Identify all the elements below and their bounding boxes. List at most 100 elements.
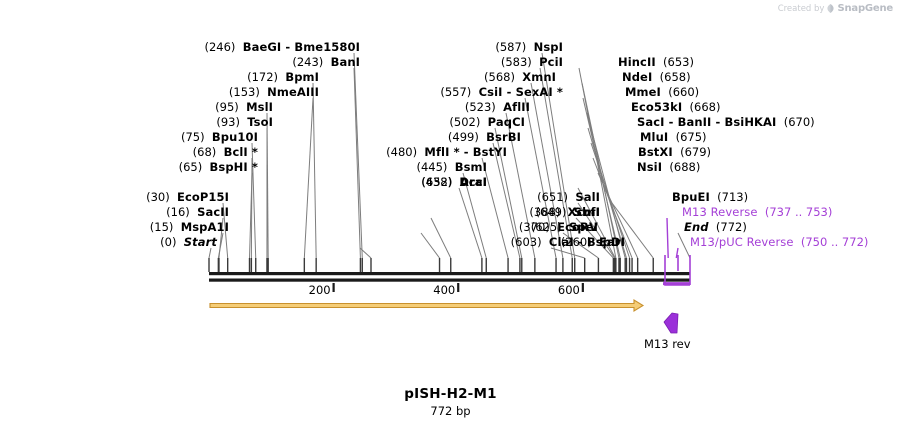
site-name: Bpu10I	[211, 130, 258, 144]
restriction-site-label: (153) NmeAIII	[229, 86, 319, 99]
restriction-site-label: M13 Reverse (737 .. 753)	[682, 206, 832, 219]
label-leader-line	[462, 172, 487, 259]
label-leader-line	[597, 172, 639, 259]
label-leader-line	[251, 142, 257, 259]
ruler-tick-label: 200	[308, 283, 331, 297]
label-leader-line	[524, 97, 557, 259]
snapgene-watermark: Created by SnapGene	[777, 3, 894, 14]
restriction-site-label: (583) PciI	[501, 56, 563, 69]
site-position: (95)	[215, 100, 239, 114]
restriction-site-label: (95) MslI	[215, 101, 273, 114]
site-name: BstXI	[638, 145, 673, 159]
restriction-site-label: (499) BsrBI	[448, 131, 521, 144]
site-position: (388)	[529, 205, 561, 219]
site-name: MmeI	[625, 85, 661, 99]
ruler-tick-label: 400	[433, 283, 456, 297]
restriction-site-label: (568) XmnI	[484, 71, 556, 84]
site-name: BspHI *	[209, 160, 258, 174]
site-name: XcmI	[567, 205, 600, 219]
restriction-site-label: (172) BpmI	[247, 71, 319, 84]
site-position: (172)	[247, 70, 279, 84]
restriction-site-label: (651) SalI	[537, 191, 600, 204]
site-position: (480)	[386, 145, 418, 159]
plasmid-name: pISH-H2-M1	[404, 386, 497, 402]
plasmid-length: 772 bp	[430, 404, 471, 418]
label-leader-line	[562, 232, 599, 259]
label-leader-line	[577, 202, 616, 259]
watermark-prefix: Created by	[777, 3, 825, 14]
site-name: BsrBI	[486, 130, 521, 144]
restriction-site-label: (0) Start	[160, 236, 217, 249]
site-name: MluI	[640, 130, 669, 144]
label-leader-line	[353, 52, 363, 259]
label-leader-line	[359, 247, 372, 259]
site-position: (649)	[535, 205, 567, 219]
restriction-site-label: (68) BclI *	[193, 146, 258, 159]
site-position: (688)	[669, 160, 701, 174]
site-position: (713)	[717, 190, 749, 204]
site-position: (370)	[518, 220, 550, 234]
site-position: (260)	[560, 235, 592, 249]
site-position: (75)	[181, 130, 205, 144]
site-position: (502)	[449, 115, 481, 129]
site-name: BsmI	[454, 160, 487, 174]
restriction-site-label: (557) CsiI - SexAI *	[440, 86, 563, 99]
label-leader-line	[505, 112, 536, 259]
site-position: (568)	[484, 70, 515, 84]
restriction-site-label: (625) SpeI	[531, 221, 598, 234]
site-name: SbfI	[573, 205, 600, 219]
label-leader-line	[312, 82, 317, 259]
site-name: XmnI	[522, 70, 556, 84]
label-leader-line	[303, 97, 314, 259]
site-name: NmeAIII	[267, 85, 319, 99]
restriction-site-label: (438) DraI	[421, 176, 487, 189]
sequence-backbone	[209, 272, 690, 282]
restriction-site-label: BpuEI (713)	[672, 191, 748, 204]
site-position: (523)	[464, 100, 496, 114]
site-position: (670)	[783, 115, 815, 129]
site-name: PaqCI	[487, 115, 525, 129]
restriction-site-label: (502) PaqCI	[449, 116, 525, 129]
leader-lines-group	[208, 52, 691, 259]
site-name: CsiI - SexAI *	[478, 85, 563, 99]
label-leader-line	[208, 247, 212, 259]
restriction-site-label: (587) NspI	[495, 41, 563, 54]
site-name: BpuEI	[672, 190, 710, 204]
restriction-site-label: (15) MspA1I	[150, 221, 229, 234]
site-position: (668)	[689, 100, 721, 114]
label-leader-line	[420, 232, 440, 259]
label-leader-line	[592, 157, 633, 259]
watermark-brand: SnapGene	[837, 3, 893, 14]
label-leader-line	[353, 67, 361, 259]
site-position: (499)	[447, 130, 479, 144]
label-leader-line	[530, 82, 564, 259]
site-name: TsoI	[247, 115, 273, 129]
label-leader-line	[458, 187, 483, 259]
restriction-site-label: BstXI (679)	[638, 146, 711, 159]
restriction-site-label: (246) BaeGI - Bme1580I	[204, 41, 360, 54]
label-leader-line	[222, 202, 229, 259]
site-position: (653)	[663, 55, 694, 69]
site-position: (243)	[292, 55, 324, 69]
restriction-site-label: (260) EarI	[561, 236, 625, 249]
site-name: DraI	[459, 175, 487, 189]
restriction-site-label: (649) SbfI	[536, 206, 600, 219]
restriction-site-label: (445) BsmI	[416, 161, 487, 174]
site-position: (675)	[675, 130, 707, 144]
restriction-site-label: (75) Bpu10I	[181, 131, 258, 144]
site-name: AccI	[459, 175, 487, 189]
restriction-site-label: (16) SacII	[166, 206, 229, 219]
site-position: (93)	[216, 115, 240, 129]
site-name: SacI - BanII - BsiHKAI	[637, 115, 777, 129]
snapgene-logo-icon	[827, 4, 835, 13]
restriction-site-label: End (772)	[684, 221, 747, 234]
restriction-site-label: SacI - BanII - BsiHKAI (670)	[637, 116, 815, 129]
label-leader-line	[541, 52, 576, 259]
restriction-site-label: (30) EcoP15I	[146, 191, 229, 204]
site-position: (660)	[668, 85, 700, 99]
site-name: MflI * - BstYI	[424, 145, 507, 159]
m13-rev-arrow-label: M13 rev	[644, 337, 691, 351]
site-position: (658)	[659, 70, 691, 84]
site-name: SacII	[197, 205, 229, 219]
